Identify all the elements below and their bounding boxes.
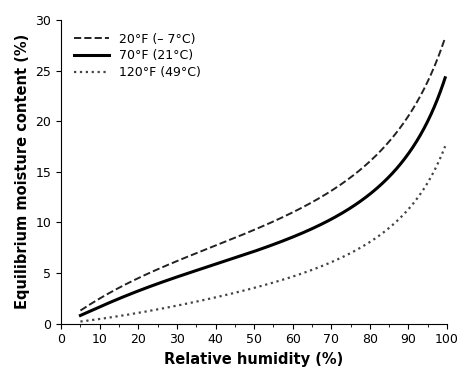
120°F (49°C) (172, 304, 177, 309)
70°F (21°C) (142, 286, 148, 291)
70°F (21°C) (172, 275, 177, 280)
120°F (49°C) (142, 309, 148, 314)
120°F (49°C) (243, 288, 248, 293)
Line: 70°F (21°C): 70°F (21°C) (81, 78, 445, 316)
70°F (21°C) (243, 252, 248, 257)
Line: 120°F (49°C): 120°F (49°C) (81, 146, 445, 322)
20°F (– 7°C) (78, 308, 83, 313)
70°F (21°C) (321, 221, 327, 225)
Line: 20°F (– 7°C): 20°F (– 7°C) (81, 38, 445, 311)
120°F (49°C) (442, 144, 448, 149)
Y-axis label: Equilibrium moisture content (%): Equilibrium moisture content (%) (15, 34, 30, 309)
120°F (49°C) (321, 263, 327, 267)
Legend: 20°F (– 7°C), 70°F (21°C), 120°F (49°C): 20°F (– 7°C), 70°F (21°C), 120°F (49°C) (67, 26, 207, 85)
20°F (– 7°C) (243, 231, 248, 236)
120°F (49°C) (78, 319, 83, 324)
120°F (49°C) (292, 274, 298, 278)
70°F (21°C) (78, 313, 83, 318)
20°F (– 7°C) (321, 193, 327, 197)
20°F (– 7°C) (352, 172, 358, 176)
120°F (49°C) (352, 248, 358, 253)
70°F (21°C) (442, 76, 448, 80)
20°F (– 7°C) (142, 273, 148, 277)
70°F (21°C) (292, 234, 298, 238)
20°F (– 7°C) (442, 36, 448, 40)
70°F (21°C) (352, 203, 358, 207)
20°F (– 7°C) (292, 209, 298, 213)
20°F (– 7°C) (172, 260, 177, 264)
X-axis label: Relative humidity (%): Relative humidity (%) (164, 352, 344, 367)
